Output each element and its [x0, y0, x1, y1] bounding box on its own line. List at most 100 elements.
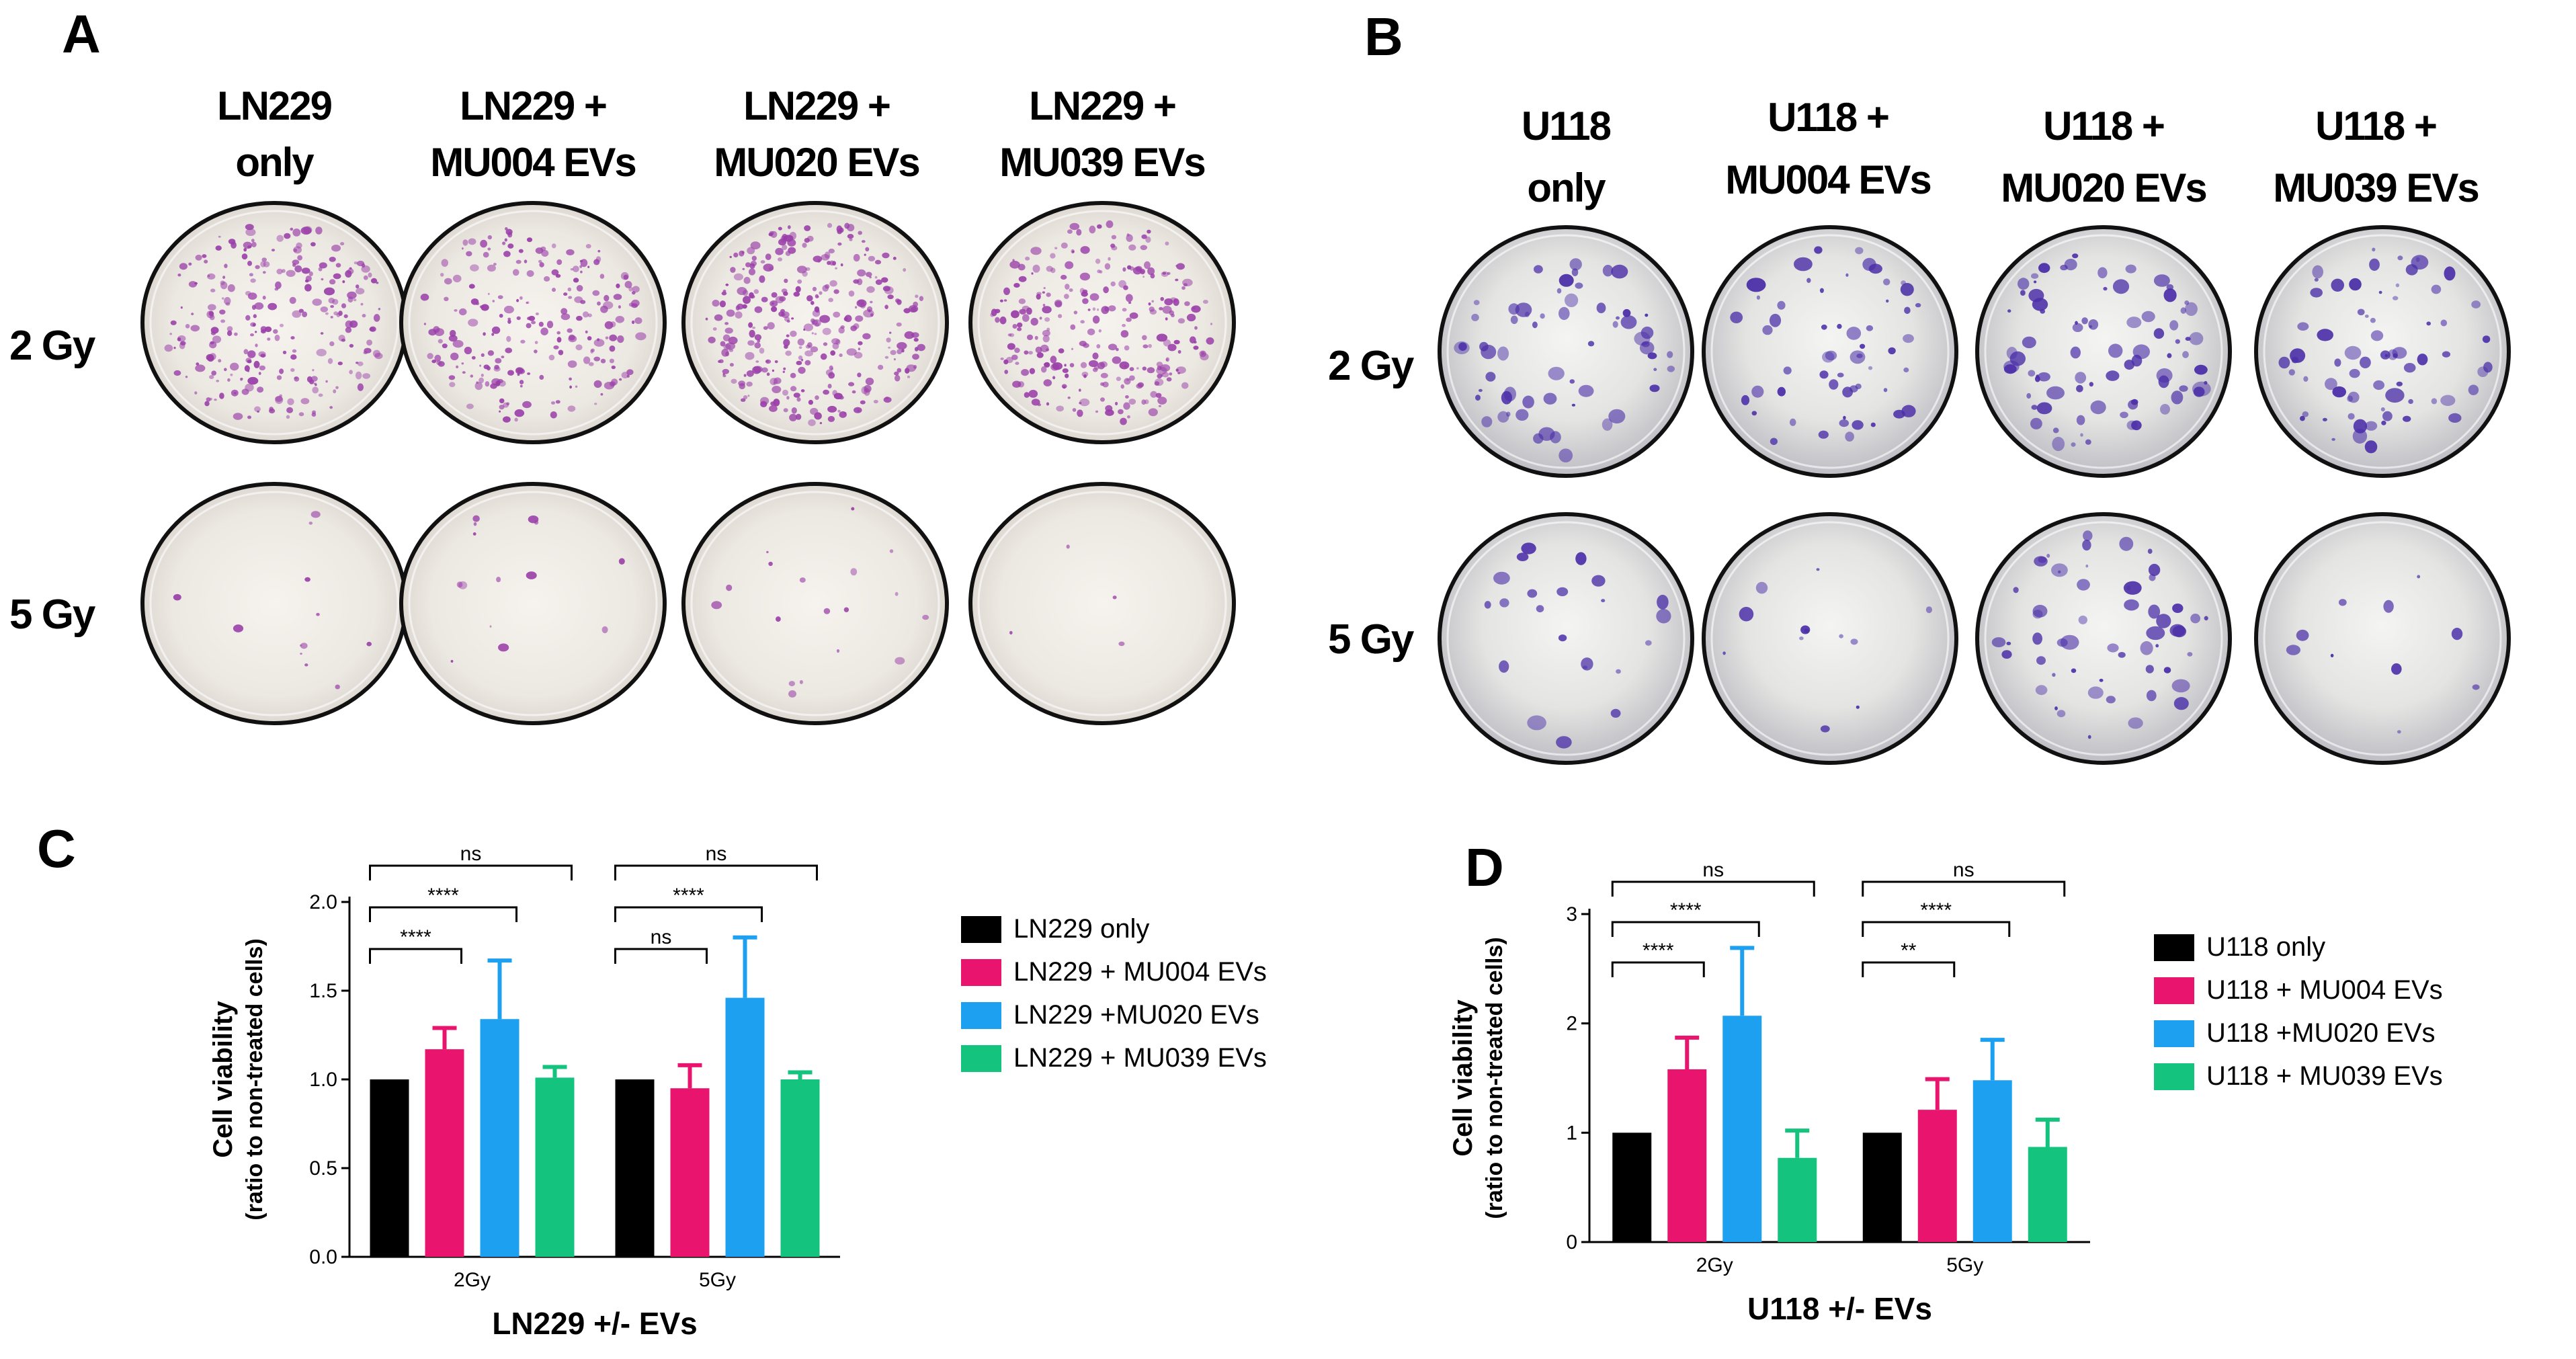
colony: [1102, 381, 1109, 388]
significance-label: ns: [706, 843, 727, 865]
colony: [2163, 288, 2177, 302]
colony: [1559, 306, 1570, 321]
colony: [2148, 563, 2161, 577]
colony: [333, 311, 339, 316]
colony: [747, 395, 750, 397]
panel-b: B U118 only U118 + MU004 EVs U118 + MU02…: [1328, 7, 2511, 765]
colony: [2128, 717, 2143, 729]
colony: [499, 405, 505, 410]
colony: [458, 581, 468, 589]
legend-label: U118 + MU004 EVs: [2206, 975, 2443, 1005]
panel-b-column-headers: U118 only U118 + MU004 EVs U118 + MU020 …: [1522, 95, 2480, 210]
colony: [1092, 352, 1099, 360]
colony: [819, 421, 823, 425]
colony: [829, 365, 833, 370]
colony: [1082, 298, 1089, 304]
colony: [1181, 286, 1186, 290]
colony: [1031, 399, 1040, 406]
colony: [245, 383, 254, 392]
colony: [538, 321, 544, 327]
colony: [1144, 261, 1151, 270]
colony: [907, 375, 911, 378]
colony: [373, 314, 380, 322]
colony: [770, 378, 778, 386]
legend-label: LN229 +MU020 EVs: [1013, 1000, 1259, 1030]
colony: [770, 401, 776, 406]
colony: [427, 353, 433, 360]
colony: [2032, 632, 2043, 645]
colony: [479, 377, 484, 384]
colony: [583, 356, 591, 364]
colony: [180, 341, 186, 345]
colony: [2075, 372, 2087, 384]
colony: [2360, 356, 2371, 368]
colony: [2099, 678, 2104, 682]
colony: [2031, 273, 2039, 279]
colony: [1128, 301, 1132, 304]
colony: [1471, 313, 1479, 321]
colony: [330, 316, 333, 319]
colony: [1575, 552, 1587, 565]
colony: [345, 320, 353, 329]
colony: [837, 242, 842, 246]
colony: [731, 378, 737, 384]
colony: [173, 370, 181, 376]
colony: [806, 295, 813, 302]
colony: [1569, 258, 1582, 271]
colony: [782, 244, 788, 251]
colony: [300, 643, 308, 649]
colony: [635, 332, 647, 341]
colony: [1097, 270, 1101, 274]
colony: [789, 413, 797, 421]
colony: [582, 311, 589, 318]
colony: [1829, 379, 1839, 390]
colony: [874, 259, 882, 265]
colony: [2184, 300, 2190, 305]
panel-b-label: B: [1364, 7, 1403, 67]
colony: [2204, 380, 2208, 385]
colony: [2483, 362, 2493, 373]
colony: [749, 329, 755, 338]
colony: [1112, 595, 1117, 600]
petri-dish-rim: [149, 210, 399, 436]
colony: [2322, 417, 2327, 421]
colony: [895, 374, 901, 382]
petri-dish: [1438, 512, 1694, 765]
colony: [345, 327, 352, 333]
colony: [505, 347, 513, 354]
colony: [1151, 300, 1154, 303]
colony: [520, 296, 523, 300]
colony: [1751, 385, 1764, 398]
colony: [323, 287, 335, 296]
colony: [1649, 384, 1660, 393]
colony: [1083, 343, 1089, 348]
colony: [862, 333, 871, 339]
colony: [1028, 390, 1038, 398]
colony: [575, 344, 583, 351]
colony: [743, 395, 748, 400]
colony: [1497, 346, 1509, 361]
colony: [797, 338, 805, 346]
colony: [835, 267, 837, 270]
colony: [808, 419, 816, 427]
colony: [2052, 436, 2065, 452]
colony: [2185, 302, 2198, 316]
colony: [546, 321, 554, 329]
colony: [1515, 409, 1529, 421]
colony: [1081, 372, 1089, 377]
colony: [857, 372, 862, 378]
colony: [333, 389, 337, 394]
x-tick-label: 5Gy: [699, 1269, 736, 1291]
colony: [249, 273, 253, 277]
colony: [1804, 628, 1809, 633]
colony: [292, 349, 297, 353]
colony: [1141, 399, 1147, 405]
colony: [1142, 276, 1145, 278]
colony: [858, 347, 861, 351]
petri-dish: [1975, 512, 2232, 765]
colony: [1777, 386, 1786, 397]
colony: [1883, 388, 1888, 393]
colony: [325, 380, 328, 383]
significance-bracket: [1611, 921, 1760, 937]
colony: [2032, 298, 2048, 311]
